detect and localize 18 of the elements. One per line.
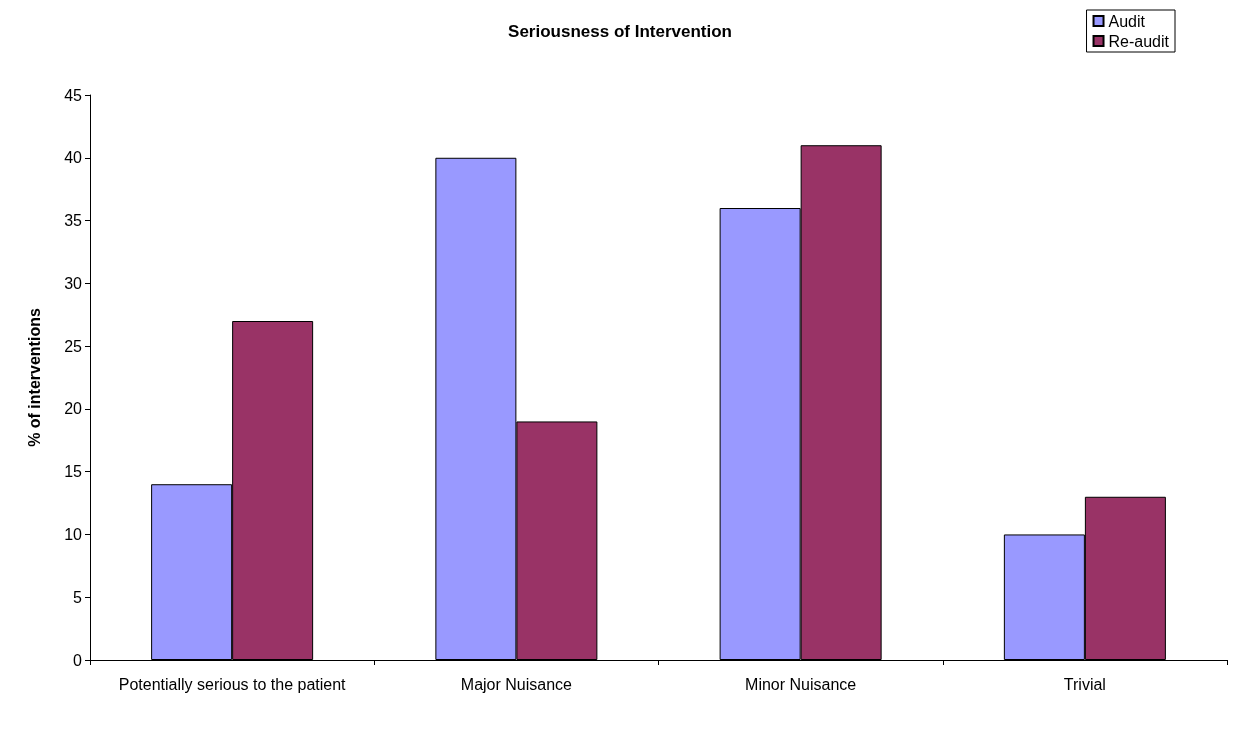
x-tick-label: Potentially serious to the patient [118,675,347,693]
legend-label: Audit [1108,12,1146,30]
y-tick-label: 25 [64,337,83,355]
y-tick-label: 45 [64,86,83,104]
y-axis-title: % of interventions [25,308,43,447]
y-tick-label: 15 [64,463,83,481]
y-tick-label: 0 [73,651,83,669]
y-tick-label: 10 [64,525,83,543]
legend-label: Re-audit [1108,32,1170,50]
x-tick-label: Major Nuisance [460,675,573,693]
y-tick-label: 30 [64,274,83,292]
x-tick-label: Trivial [1063,675,1106,693]
y-tick-label: 5 [73,588,83,606]
x-tick-label: Minor Nuisance [745,675,857,693]
y-tick-label: 40 [64,149,83,167]
chart-title: Seriousness of Intervention [508,22,732,41]
y-tick-label: 35 [64,212,83,230]
y-tick-label: 20 [64,400,83,418]
